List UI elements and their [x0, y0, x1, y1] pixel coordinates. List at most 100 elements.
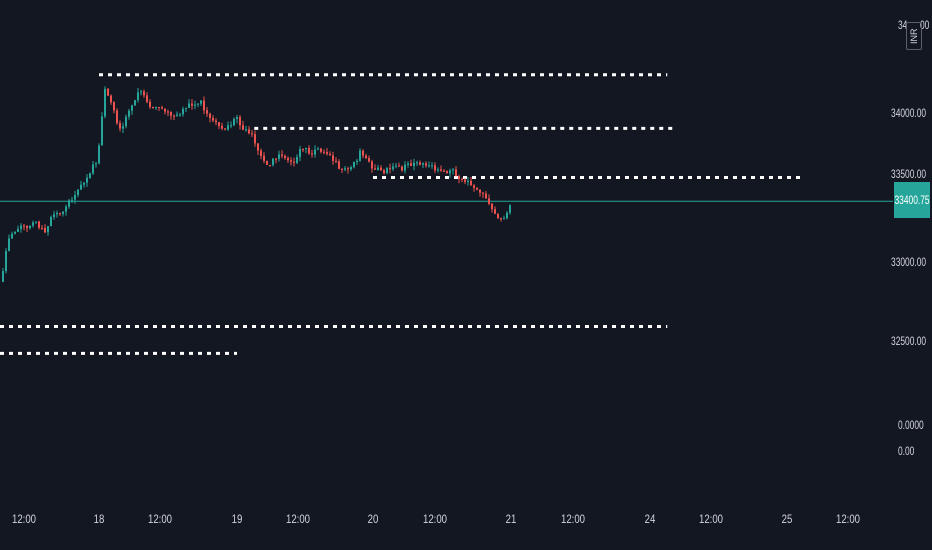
candle: [77, 189, 79, 198]
candle: [104, 86, 106, 119]
top-partial-label: 34: [898, 18, 908, 32]
price-axis-label: 32500.00: [890, 334, 926, 348]
candle: [218, 121, 220, 130]
candle: [350, 165, 352, 172]
candle: [404, 161, 406, 174]
candle: [8, 234, 10, 252]
candle: [200, 100, 202, 107]
candle: [494, 206, 496, 215]
candle: [131, 104, 133, 115]
candle: [263, 152, 265, 164]
candle: [11, 231, 13, 239]
candle: [461, 177, 463, 183]
candle: [449, 168, 451, 178]
candle: [500, 217, 502, 222]
time-axis-label: 12:00: [698, 512, 724, 526]
candle: [353, 161, 355, 169]
price-axis-label: 33000.00: [890, 255, 926, 269]
candle: [140, 89, 142, 96]
candle: [128, 108, 130, 120]
candle: [326, 148, 328, 156]
candle: [383, 168, 385, 175]
candle: [44, 224, 46, 234]
candle: [239, 114, 241, 130]
candle: [32, 220, 34, 228]
candle: [158, 106, 160, 111]
candle: [434, 162, 436, 173]
candle: [65, 204, 67, 216]
candle: [476, 187, 478, 191]
candle: [503, 215, 505, 220]
candle: [35, 221, 37, 225]
candle: [245, 125, 247, 132]
candle: [20, 223, 22, 233]
candle: [509, 204, 511, 215]
time-axis-label: 12:00: [285, 512, 311, 526]
candle: [422, 162, 424, 169]
currency-badge[interactable]: INR: [906, 22, 922, 50]
candle: [74, 190, 76, 204]
candle: [116, 108, 118, 125]
candle: [254, 130, 256, 147]
candle: [308, 145, 310, 155]
top-partial-label-right: 00: [920, 18, 930, 32]
candle: [329, 151, 331, 156]
candle: [215, 118, 217, 126]
candle: [431, 162, 433, 169]
candle: [152, 106, 154, 109]
candle: [416, 160, 418, 167]
candle: [356, 158, 358, 165]
time-axis-label: 12:00: [11, 512, 37, 526]
candle: [362, 149, 364, 159]
candle: [17, 225, 19, 233]
candle: [41, 224, 43, 230]
candle: [407, 161, 409, 168]
candle: [455, 166, 457, 177]
candle: [227, 121, 229, 131]
time-axis-label: 24: [644, 512, 656, 526]
time-axis-label: 18: [93, 512, 105, 526]
candle: [380, 165, 382, 171]
candle: [107, 87, 109, 97]
candle: [230, 121, 232, 129]
candle: [53, 210, 55, 220]
candle: [425, 161, 427, 168]
candle: [398, 162, 400, 167]
candle: [458, 174, 460, 184]
candle: [341, 168, 343, 173]
candle: [38, 220, 40, 230]
candle: [173, 114, 175, 121]
candle: [491, 202, 493, 213]
candle: [269, 164, 271, 167]
candle: [338, 159, 340, 170]
candle: [134, 99, 136, 106]
candle: [359, 148, 361, 162]
candle: [5, 248, 7, 274]
candle: [389, 163, 391, 174]
candle: [296, 154, 298, 165]
candle: [497, 213, 499, 219]
candle: [113, 101, 115, 114]
candle: [470, 177, 472, 186]
candle: [212, 115, 214, 123]
last-price-tag: 33400.75: [894, 182, 930, 218]
candle: [260, 148, 262, 160]
candle: [179, 112, 181, 117]
candle: [149, 99, 151, 110]
candle: [62, 211, 64, 217]
candle: [446, 170, 448, 174]
candle: [311, 149, 313, 158]
candle: [482, 191, 484, 199]
candle: [413, 158, 415, 171]
candle: [371, 159, 373, 173]
candle: [209, 112, 211, 123]
candle: [365, 153, 367, 160]
candle: [302, 148, 304, 152]
candle: [221, 122, 223, 131]
candle: [26, 225, 28, 232]
candle: [314, 145, 316, 158]
candle: [176, 111, 178, 117]
time-axis-label: 25: [781, 512, 793, 526]
candle: [167, 109, 169, 117]
